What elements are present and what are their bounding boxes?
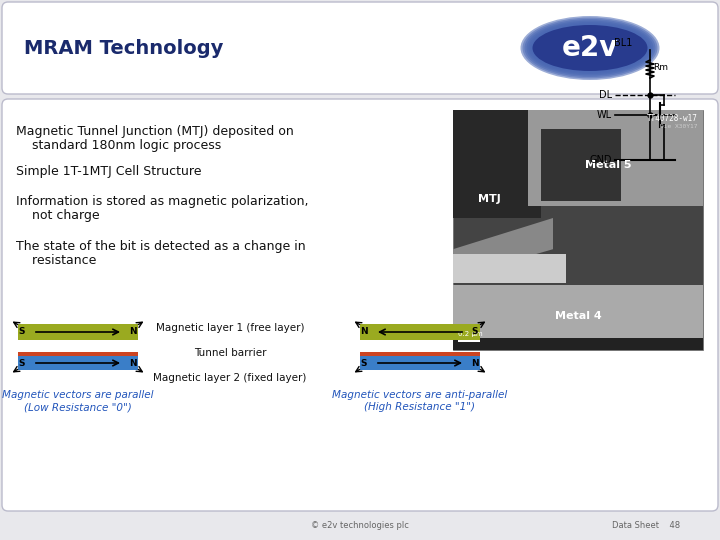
Text: Metal 4: Metal 4 [554,312,601,321]
Text: not charge: not charge [16,208,99,221]
Text: resistance: resistance [16,253,96,267]
Text: e2v: e2v [562,34,618,62]
Text: S: S [19,359,25,368]
Text: N: N [471,359,479,368]
Text: MRAM Technology: MRAM Technology [24,38,223,57]
Bar [18,324,138,340]
Bar [528,110,703,206]
Bar [453,110,703,350]
Bar [360,352,480,358]
Bar [360,356,480,370]
Text: Magnetic vectors are parallel: Magnetic vectors are parallel [2,390,154,400]
Ellipse shape [524,19,655,77]
Ellipse shape [523,17,657,78]
Ellipse shape [526,21,654,76]
Text: Simple 1T-1MTJ Cell Structure: Simple 1T-1MTJ Cell Structure [16,165,202,178]
FancyBboxPatch shape [2,2,718,94]
Text: GND: GND [590,155,612,165]
Text: The state of the bit is detected as a change in: The state of the bit is detected as a ch… [16,240,305,253]
FancyBboxPatch shape [2,99,718,511]
Text: Die X30Y17: Die X30Y17 [660,124,698,129]
Text: TT40728-w17: TT40728-w17 [647,114,698,123]
Text: 0.2 μm: 0.2 μm [458,331,482,337]
Text: DL: DL [599,90,612,100]
Text: (Low Resistance "0"): (Low Resistance "0") [24,402,132,412]
Text: Information is stored as magnetic polarization,: Information is stored as magnetic polari… [16,195,308,208]
Text: Magnetic Tunnel Junction (MTJ) deposited on: Magnetic Tunnel Junction (MTJ) deposited… [16,125,294,138]
Text: Magnetic layer 1 (free layer): Magnetic layer 1 (free layer) [156,323,305,333]
Polygon shape [453,218,553,278]
Text: © e2v technologies plc: © e2v technologies plc [311,522,409,530]
Bar [18,352,138,358]
Ellipse shape [521,16,660,80]
Text: N: N [129,359,137,368]
Text: Magnetic layer 2 (fixed layer): Magnetic layer 2 (fixed layer) [153,373,307,383]
Text: Data Sheet    48: Data Sheet 48 [612,522,680,530]
Ellipse shape [533,25,647,71]
Bar [360,324,480,340]
Ellipse shape [531,24,649,72]
Text: S: S [361,359,367,368]
Bar [453,285,703,338]
Bar [541,129,621,201]
Ellipse shape [528,22,652,74]
Text: S: S [472,327,478,336]
Text: (High Resistance "1"): (High Resistance "1") [364,402,475,412]
Text: WL: WL [597,110,612,120]
Text: Tunnel barrier: Tunnel barrier [194,348,266,358]
Text: MTJ: MTJ [478,194,500,204]
Text: BL1: BL1 [613,38,632,48]
Text: Magnetic vectors are anti-parallel: Magnetic vectors are anti-parallel [333,390,508,400]
Text: standard 180nm logic process: standard 180nm logic process [16,138,221,152]
Text: Metal 5: Metal 5 [585,160,631,170]
Text: S: S [19,327,25,336]
Bar [453,110,541,218]
Text: N: N [129,327,137,336]
Bar [453,338,703,350]
Bar [458,340,480,342]
Text: N: N [360,327,368,336]
Bar [18,356,138,370]
Bar [453,254,565,283]
Text: Rm: Rm [653,63,668,71]
